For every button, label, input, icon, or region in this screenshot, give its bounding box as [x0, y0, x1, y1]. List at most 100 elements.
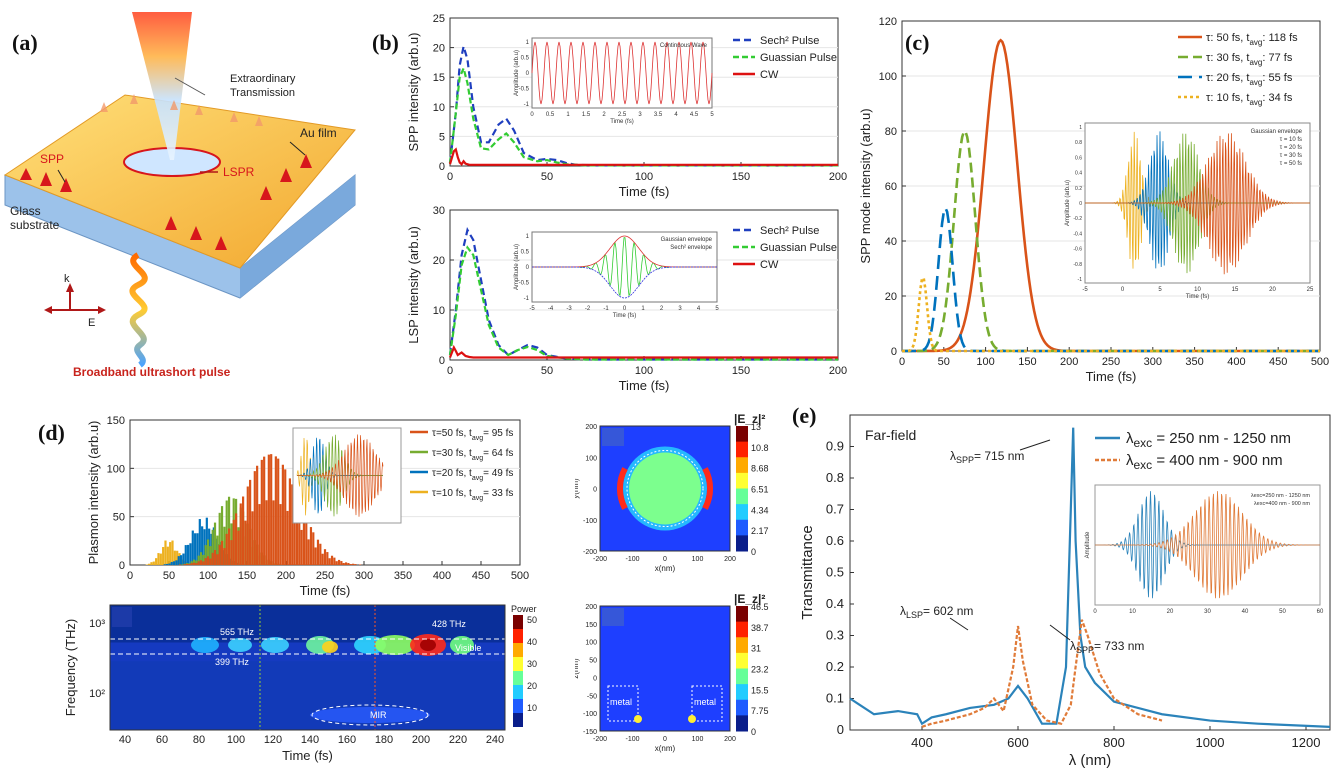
field-map-xz: metal metal -200 -100 0 100 200 200 150 100 50 0 -50… [575, 592, 769, 753]
inset-pulse-3 [296, 434, 384, 517]
inset-envelope-2 [532, 266, 717, 299]
spectrogram-blob [420, 639, 436, 651]
colorbar-cell [736, 715, 748, 732]
y-axis-label: SPP intensity (arb.u) [406, 33, 421, 152]
annot-val: = 715 nm [974, 449, 1024, 463]
x-tick-label: 120 [264, 734, 282, 746]
colorbar-cell [736, 699, 748, 716]
colorbar-tick: 0 [751, 547, 756, 557]
inset-y-tick: -1 [524, 102, 530, 108]
field-hotspot-right [688, 715, 696, 723]
inset-legend: Continuous Wave [660, 43, 708, 49]
legend-label-sub: avg [1249, 78, 1262, 87]
y-tick-label: 120 [879, 16, 897, 28]
spectrogram-low2 [110, 661, 505, 730]
y-tick-label: 10³ [89, 618, 105, 630]
legend-label: CW [760, 69, 779, 81]
panel-label-a: (a) [12, 30, 38, 55]
legend-label-end: = 250 nm - 1250 nm [1152, 430, 1291, 447]
transmission-label: Transmission [230, 87, 295, 99]
legend-label: τ: 10 fs, tavg: 34 fs [1206, 92, 1293, 107]
inset-y-tick: 1 [1079, 125, 1082, 131]
legend-label-main: λ [1126, 430, 1134, 447]
legend-label: CW [760, 259, 779, 271]
inset-x-tick: 20 [1269, 287, 1276, 293]
inset-x-tick: 10 [1129, 609, 1136, 615]
y-axis-label: Plasmon intensity (arb.u) [86, 421, 101, 565]
inset-x-tick: 3 [678, 306, 682, 312]
inset-x-tick: -3 [566, 306, 572, 312]
y-tick-label: 50 [589, 658, 597, 665]
colorbar-cell [736, 668, 748, 685]
colorbar-tick: 4.34 [751, 505, 769, 515]
y-tick-label: 200 [585, 424, 597, 431]
x-axis-label: λ (nm) [1069, 752, 1112, 769]
colorbar-tick: 31 [751, 644, 761, 654]
inset-x-tick: 2 [660, 306, 664, 312]
colorbar-cell [736, 606, 748, 623]
legend-label-end: = 33 fs [483, 488, 513, 499]
inset-y-tick: -0.8 [1073, 262, 1082, 268]
inset-legend: τ = 50 fs [1280, 161, 1302, 167]
y-tick-label: 40 [885, 236, 897, 248]
y-axis-label: LSP intensity (arb.u) [406, 226, 421, 344]
annot-arrow-2 [949, 617, 969, 631]
colorbar-cell [736, 519, 748, 536]
metal-label: metal [694, 697, 716, 707]
y-tick-label: 0 [119, 560, 125, 572]
spectrogram-blob [322, 641, 338, 653]
annot-sub: SPP [956, 455, 974, 465]
inset-x-tick: 5 [710, 112, 714, 118]
inset-pulse-2 [296, 434, 383, 517]
substrate-label: substrate [10, 218, 60, 232]
colorbar-cell [736, 637, 748, 654]
spectrogram-blob [375, 635, 415, 655]
inset-x-tick: 1.5 [582, 112, 591, 118]
x-tick-label: 400 [1227, 356, 1245, 368]
x-axis-label: Time (fs) [1086, 369, 1137, 384]
x-tick-label: 50 [938, 356, 950, 368]
legend-label-end: = 95 fs [483, 428, 513, 439]
x-axis-label: Time (fs) [282, 748, 333, 763]
colorbar-cell [736, 535, 748, 552]
metal-outline-left [607, 685, 639, 722]
x-tick-label: 150 [732, 365, 750, 377]
x-tick-label: 300 [355, 570, 373, 582]
y-tick-label: 10² [89, 688, 105, 700]
plasmon-intensity-chart: 0 50 100 150 0 50 100 150 200 250 300 350 400 450 500 T… [86, 415, 529, 598]
corner-patch [602, 428, 624, 446]
x-tick-label: 200 [1060, 356, 1078, 368]
y-tick-label: 150 [107, 415, 125, 427]
legend-label: λexc = 400 nm - 900 nm [1126, 452, 1283, 472]
y-tick-label: 200 [585, 604, 597, 611]
y-tick-label: -200 [583, 549, 597, 556]
series-line-2 [448, 147, 838, 166]
y-tick-label: 20 [433, 43, 445, 55]
inset-x-tick: 40 [1242, 609, 1249, 615]
colorbar-cell [513, 685, 523, 699]
colorbar-cell [736, 684, 748, 701]
legend-label-main: τ=20 fs, t [432, 468, 472, 479]
field-bg [600, 606, 730, 731]
annotation: 428 THz [432, 619, 466, 629]
inset-y-tick: -0.5 [519, 87, 530, 93]
legend-label-main: τ=50 fs, t [432, 428, 472, 439]
field-map-xy: -200 -100 0 100 200 200 100 0 -100 -200 x(nm) y(nm)… [575, 412, 769, 573]
colorbar-cell [736, 488, 748, 505]
x-tick-label: 350 [394, 570, 412, 582]
y-tick-label: -100 [583, 518, 597, 525]
inset-y-tick: -0.2 [1073, 216, 1082, 222]
y-tick-label: 30 [433, 205, 445, 217]
colorbar-tick: 13 [751, 422, 761, 432]
x-tick-label: 100 [199, 570, 217, 582]
inset-pulse-1 [1095, 491, 1321, 599]
inset-legend: λexc=250 nm - 1250 nm [1251, 493, 1311, 499]
colorbar-tick: 2.17 [751, 526, 769, 536]
x-tick-label: 0 [447, 365, 453, 377]
plot-frame [109, 604, 506, 731]
y-tick-label: 0 [593, 487, 597, 494]
colorbar-tick: 7.75 [751, 706, 769, 716]
inset-x-tick: 20 [1167, 609, 1174, 615]
legend-label: τ: 20 fs, tavg: 55 fs [1206, 72, 1293, 87]
